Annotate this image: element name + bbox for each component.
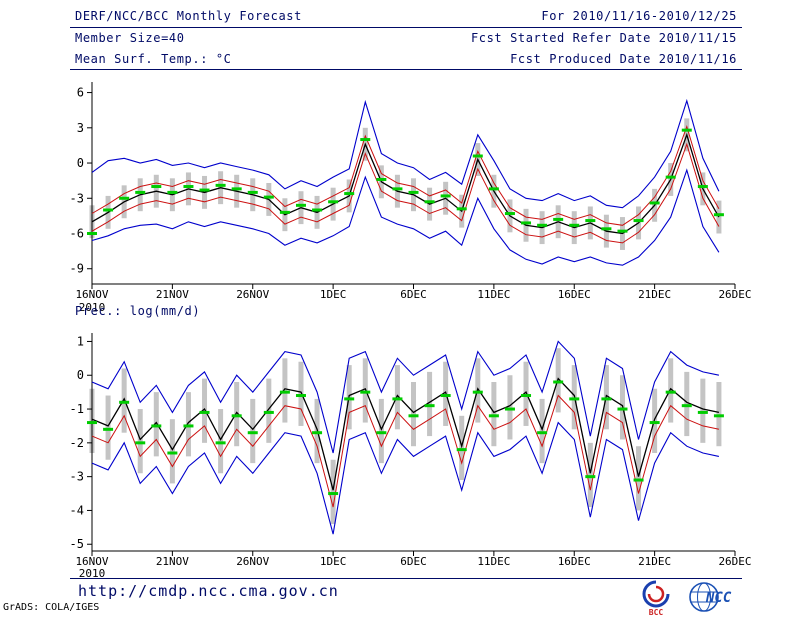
page-title: DERF/NCC/BCC Monthly Forecast [75, 9, 302, 23]
ensemble-spread-bar [411, 382, 416, 447]
series-ensemble-min [91, 421, 720, 535]
x-tick-label: 16NOV [75, 288, 108, 301]
ensemble-spread-bar [266, 378, 272, 443]
x-tick-label: 6DEC [400, 555, 427, 568]
ncc-logo-label: NCC [705, 590, 732, 606]
ensemble-spread-bar [330, 459, 336, 524]
ensemble-spread-bar [378, 398, 384, 464]
series-ensemble-max [91, 340, 720, 454]
series-lower-quartile [91, 394, 720, 508]
x-tick-label: 26DEC [718, 555, 751, 568]
series-ensemble-mean [91, 132, 720, 235]
ensemble-spread-bar [716, 382, 722, 447]
bcc-logo-swirl-icon [642, 580, 670, 608]
x-tick-label: 26NOV [236, 288, 269, 301]
ncc-globe-meridian-icon [697, 582, 711, 612]
x-year-label: 2010 [79, 301, 106, 314]
x-tick-label: 1DEC [320, 288, 347, 301]
ensemble-spread-bar [105, 395, 111, 460]
ensemble-spread-bar [507, 375, 513, 440]
forecast-valid-range: For 2010/11/16-2010/12/25 [541, 9, 737, 23]
ensemble-spread-bar [668, 358, 674, 423]
x-tick-label: 16DEC [558, 555, 591, 568]
y-tick-label: 3 [77, 121, 84, 135]
x-year-label: 2010 [79, 567, 106, 580]
x-tick-label: 1DEC [320, 555, 347, 568]
y-tick-label: 6 [77, 86, 84, 100]
header-divider-top [70, 27, 742, 28]
footer-divider [70, 578, 742, 579]
ensemble-spread-bar [523, 361, 529, 426]
ensemble-spread-bar [427, 371, 433, 437]
y-tick-label: -4 [70, 503, 84, 517]
chart-precip: 1 0 -1 -2 -3 -4 -5 16NOV 21NOV 26NOV 1DEC 6DEC 11DEC… [70, 333, 752, 580]
y-tick-label: -3 [70, 470, 84, 484]
ensemble-spread-bar [202, 378, 208, 443]
precip-panel-title: Prec.: log(mm/d) [75, 304, 201, 318]
y-tick-label: -9 [70, 262, 84, 276]
temp-panel-title: Mean Surf. Temp.: °C [75, 52, 232, 66]
y-tick-label: 0 [77, 156, 84, 170]
ensemble-spread-bar [169, 419, 175, 484]
x-tick-label: 21NOV [156, 288, 189, 301]
y-tick-label: -3 [70, 191, 84, 205]
y-tick-label: -5 [70, 537, 84, 551]
y-tick-label: -2 [70, 436, 84, 450]
ensemble-spread-bar [700, 378, 706, 443]
y-tick-label: -1 [70, 402, 84, 416]
series-lower-quartile [91, 142, 720, 244]
y-tick-label: 1 [77, 334, 84, 348]
x-tick-label: 26DEC [718, 288, 751, 301]
x-tick-label: 21DEC [638, 555, 671, 568]
x-tick-label: 11DEC [477, 555, 510, 568]
x-tick-label: 26NOV [236, 555, 269, 568]
bcc-logo: BCC [642, 580, 670, 617]
ensemble-spread-bar [636, 446, 642, 511]
x-tick-label: 11DEC [477, 288, 510, 301]
ensemble-spread-bar [121, 368, 127, 433]
ensemble-spread-bar [153, 392, 159, 457]
member-size-label: Member Size=40 [75, 31, 185, 45]
bcc-logo-label: BCC [649, 608, 664, 617]
ensemble-spread-bar [250, 398, 256, 464]
grads-credit: GrADS: COLA/IGES [3, 602, 100, 613]
y-tick-label: -6 [70, 227, 84, 241]
y-tick-label: 0 [77, 368, 84, 382]
ncc-logo: NCC [689, 582, 732, 612]
series-ensemble-mean [91, 377, 720, 491]
x-tick-label: 21NOV [156, 555, 189, 568]
bcc-logo-inner-swirl-icon [647, 585, 665, 603]
ensemble-spread-bar [298, 361, 304, 426]
ensemble-spread-bar [587, 442, 593, 508]
ensemble-spread-bar [491, 382, 497, 447]
series-ensemble-min [91, 168, 720, 266]
x-tick-label: 16NOV [75, 555, 108, 568]
ensemble-spread-bar [394, 365, 400, 430]
ensemble-spread-bar [684, 371, 690, 437]
x-tick-label: 6DEC [400, 288, 427, 301]
ensemble-spread-bar [282, 358, 288, 423]
x-tick-label: 16DEC [558, 288, 591, 301]
x-tick-label: 21DEC [638, 288, 671, 301]
series-upper-quartile [91, 124, 720, 226]
header-divider-bottom [70, 69, 742, 70]
ensemble-spread-bar [137, 409, 143, 474]
ensemble-spread-bar [234, 382, 240, 447]
ensemble-spread-bar [185, 392, 191, 457]
ensemble-spread-bar [218, 409, 224, 474]
website-url[interactable]: http://cmdp.ncc.cma.gov.cn [78, 582, 339, 600]
series-ensemble-max [91, 98, 720, 209]
fcst-started-date: Fcst Started Refer Date 2010/11/15 [470, 31, 737, 45]
fcst-produced-date: Fcst Produced Date 2010/11/16 [510, 52, 737, 66]
ensemble-spread-bar [539, 398, 545, 464]
chart-temp: 6 3 0 -3 -6 -9 16NOV 21NOV 26NOV 1DEC 6DEC 11DEC 16D… [70, 82, 752, 314]
